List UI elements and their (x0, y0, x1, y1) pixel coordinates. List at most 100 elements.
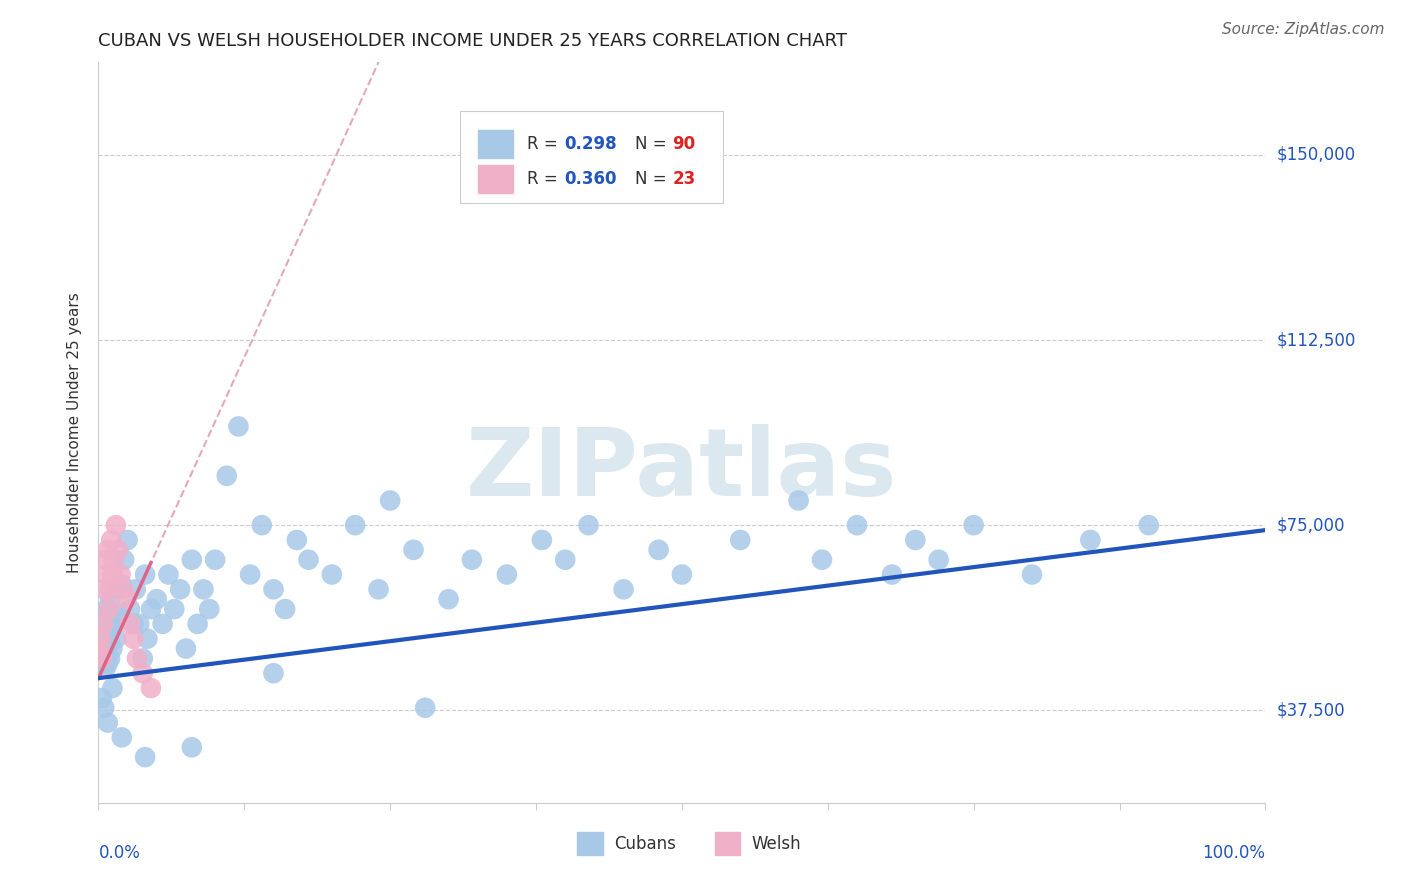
Point (152, 616, 174, 631)
Point (100, 533, 122, 547)
Point (174, 641, 197, 656)
Point (96, 602, 118, 616)
Point (97, 616, 120, 631)
Point (578, 518, 600, 533)
Text: CUBAN VS WELSH HOUSEHOLDER INCOME UNDER 25 YEARS CORRELATION CHART: CUBAN VS WELSH HOUSEHOLDER INCOME UNDER … (98, 32, 848, 50)
Point (101, 567, 124, 582)
Point (101, 641, 124, 656)
Point (262, 582, 284, 597)
Point (193, 582, 215, 597)
Bar (478, 130, 513, 158)
Point (91, 647, 114, 661)
Point (496, 567, 519, 582)
Text: $75,000: $75,000 (1277, 516, 1346, 534)
Point (461, 552, 484, 566)
Y-axis label: Householder Income Under 25 years: Householder Income Under 25 years (67, 293, 83, 573)
Point (107, 542, 129, 557)
Point (118, 602, 141, 616)
Text: N =: N = (636, 135, 672, 153)
Point (103, 552, 125, 566)
Point (118, 616, 141, 631)
Point (1080, 533, 1102, 547)
Point (94, 661, 117, 675)
Point (110, 567, 132, 582)
Point (139, 602, 162, 616)
Point (111, 582, 134, 597)
Point (198, 602, 221, 616)
Point (104, 632, 127, 646)
Text: $150,000: $150,000 (1277, 146, 1355, 164)
Point (671, 567, 693, 582)
Point (134, 567, 156, 582)
Point (132, 666, 155, 681)
Text: 0.360: 0.360 (564, 169, 617, 187)
Point (132, 651, 155, 665)
Point (91, 616, 114, 631)
Point (93, 582, 115, 597)
Point (98, 592, 121, 607)
Point (962, 518, 984, 533)
Point (111, 577, 134, 591)
Point (122, 632, 145, 646)
Point (98, 582, 121, 597)
Point (250, 518, 273, 533)
Point (262, 666, 284, 681)
Point (128, 616, 150, 631)
Bar (576, 832, 603, 855)
Point (554, 552, 576, 566)
Point (139, 681, 162, 695)
Point (97, 602, 120, 616)
Point (125, 582, 148, 597)
Point (90, 651, 112, 665)
Point (105, 582, 128, 597)
Point (380, 493, 402, 508)
Point (730, 533, 752, 547)
Point (163, 602, 186, 616)
Point (90, 657, 112, 671)
Point (100, 622, 122, 636)
Point (367, 582, 389, 597)
Point (321, 567, 343, 582)
Point (297, 552, 319, 566)
Point (228, 419, 250, 434)
Text: Welsh: Welsh (752, 835, 801, 853)
Point (811, 552, 834, 566)
Point (274, 602, 297, 616)
Point (97, 626, 120, 640)
Point (146, 592, 169, 607)
Point (111, 731, 134, 745)
Point (180, 740, 202, 755)
Point (169, 582, 191, 597)
Point (344, 518, 367, 533)
Point (122, 616, 145, 631)
Point (90, 690, 112, 705)
Point (94, 552, 117, 566)
Point (93, 700, 115, 714)
Point (530, 533, 553, 547)
Point (96, 567, 118, 582)
Point (94, 622, 117, 636)
Point (204, 552, 226, 566)
Point (89, 641, 111, 656)
Text: R =: R = (527, 169, 562, 187)
Point (101, 681, 124, 695)
Point (187, 616, 209, 631)
Bar (714, 832, 741, 855)
Point (112, 552, 135, 566)
Point (98, 651, 121, 665)
Text: Cubans: Cubans (614, 835, 676, 853)
Point (928, 552, 950, 566)
Point (91, 626, 114, 640)
Point (90, 632, 112, 646)
Text: 0.0%: 0.0% (98, 845, 141, 863)
Point (1021, 567, 1043, 582)
Point (93, 637, 115, 651)
Point (97, 632, 120, 646)
Point (103, 612, 125, 626)
Point (880, 567, 903, 582)
Point (157, 567, 180, 582)
Text: 23: 23 (672, 169, 696, 187)
Point (437, 592, 460, 607)
Text: $37,500: $37,500 (1277, 701, 1346, 719)
Point (239, 567, 262, 582)
